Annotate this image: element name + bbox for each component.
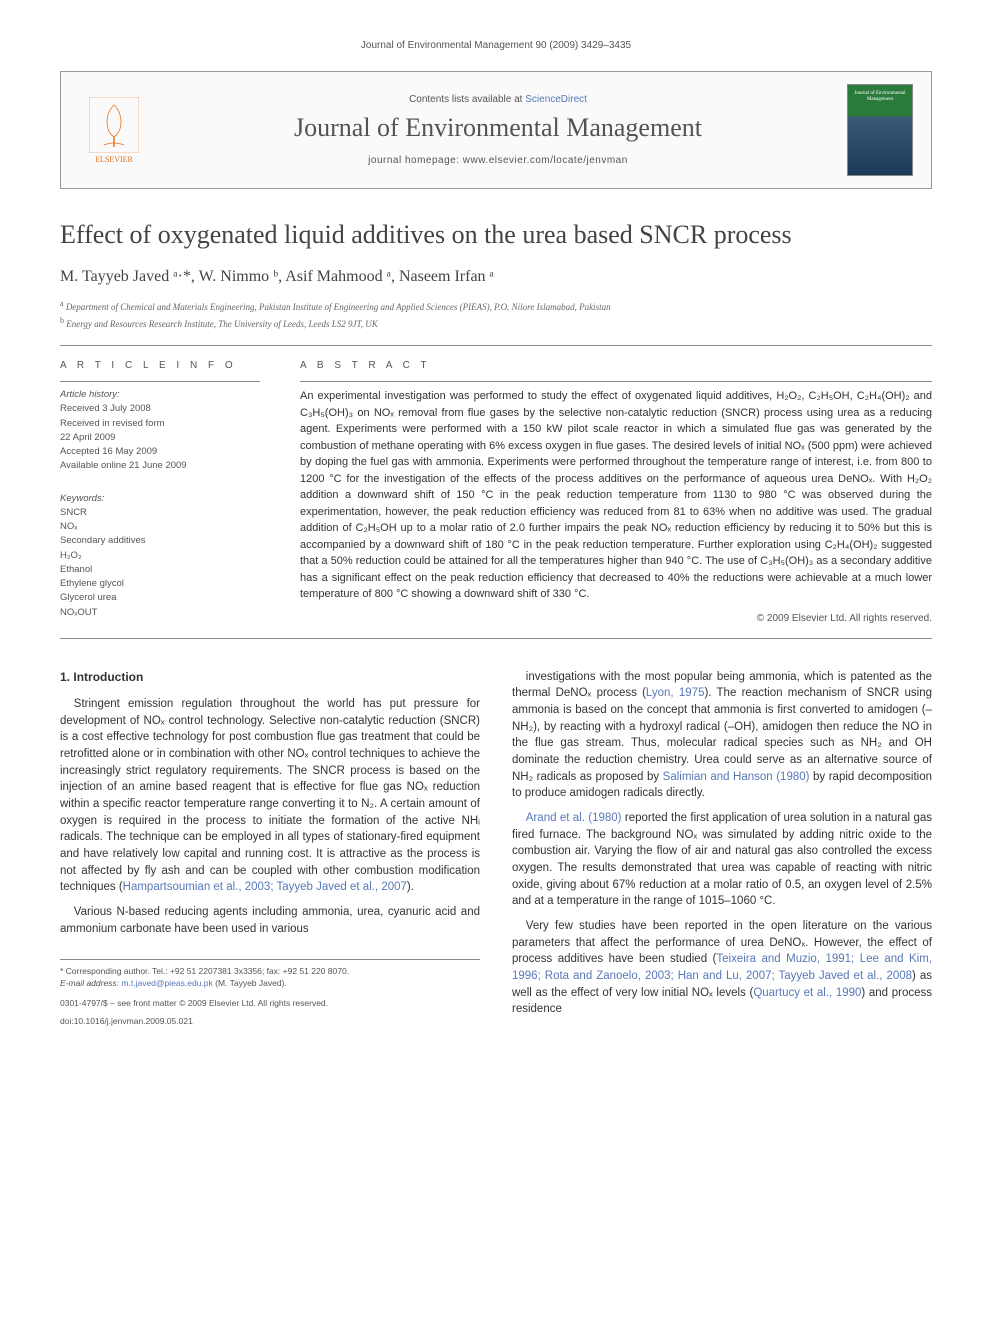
section-heading: 1. Introduction xyxy=(60,669,480,686)
email-person: (M. Tayyeb Javed). xyxy=(213,978,287,988)
abstract-rule xyxy=(300,381,932,382)
keyword: Ethylene glycol xyxy=(60,578,124,589)
keywords-label: Keywords: xyxy=(60,492,260,506)
keyword: Glycerol urea xyxy=(60,592,117,603)
keyword: NOₓ xyxy=(60,521,77,532)
section-title: Introduction xyxy=(73,670,143,684)
header-center: Contents lists available at ScienceDirec… xyxy=(149,94,847,166)
elsevier-wordmark: ELSEVIER xyxy=(95,155,133,164)
history-block: Article history: Received 3 July 2008 Re… xyxy=(60,388,260,474)
cover-text: Journal of Environmental Management xyxy=(848,91,912,102)
abstract-label: A B S T R A C T xyxy=(300,360,932,371)
body-columns: 1. Introduction Stringent emission regul… xyxy=(60,669,932,1028)
abstract: A B S T R A C T An experimental investig… xyxy=(300,360,932,624)
section-number: 1. xyxy=(60,670,70,684)
elsevier-logo: ELSEVIER xyxy=(79,90,149,170)
info-rule xyxy=(60,381,260,382)
body-paragraph: Very few studies have been reported in t… xyxy=(512,918,932,1018)
authors: M. Tayyeb Javed ᵃ·*, W. Nimmo ᵇ, Asif Ma… xyxy=(60,268,932,286)
p2-text: Various N-based reducing agents includin… xyxy=(60,906,480,935)
p4-text: reported the first application of urea s… xyxy=(512,812,932,907)
keyword: NOₓOUT xyxy=(60,607,97,618)
citation-link[interactable]: Hampartsoumian et al., 2003; Tayyeb Jave… xyxy=(123,881,407,893)
article-title: Effect of oxygenated liquid additives on… xyxy=(60,219,932,250)
contents-prefix: Contents lists available at xyxy=(409,94,525,105)
elsevier-tree-icon xyxy=(89,97,139,153)
affiliation-a: Department of Chemical and Materials Eng… xyxy=(66,302,611,312)
history-label: Article history: xyxy=(60,389,120,400)
journal-header: ELSEVIER Contents lists available at Sci… xyxy=(60,71,932,189)
running-head: Journal of Environmental Management 90 (… xyxy=(60,40,932,51)
citation-link[interactable]: Salimian and Hanson (1980) xyxy=(663,771,810,783)
journal-homepage: journal homepage: www.elsevier.com/locat… xyxy=(169,155,827,166)
info-abstract-row: A R T I C L E I N F O Article history: R… xyxy=(60,360,932,624)
keyword: Ethanol xyxy=(60,564,92,575)
history-line: 22 April 2009 xyxy=(60,432,115,443)
history-line: Received 3 July 2008 xyxy=(60,403,151,414)
body-paragraph: Stringent emission regulation throughout… xyxy=(60,696,480,896)
citation-link[interactable]: Quartucy et al., 1990 xyxy=(753,987,861,999)
email-link[interactable]: m.t.javed@pieas.edu.pk xyxy=(121,978,212,988)
sciencedirect-link[interactable]: ScienceDirect xyxy=(525,94,587,105)
journal-cover-thumb: Journal of Environmental Management xyxy=(847,84,913,176)
p1-text: Stringent emission regulation throughout… xyxy=(60,698,480,893)
history-line: Available online 21 June 2009 xyxy=(60,460,187,471)
article-info-label: A R T I C L E I N F O xyxy=(60,360,260,371)
corresponding-author: * Corresponding author. Tel.: +92 51 220… xyxy=(60,966,480,978)
history-line: Received in revised form xyxy=(60,418,165,429)
journal-title: Journal of Environmental Management xyxy=(169,113,827,143)
affiliations: a Department of Chemical and Materials E… xyxy=(60,298,932,331)
email-label: E-mail address: xyxy=(60,978,121,988)
keywords-block: Keywords: SNCR NOₓ Secondary additives H… xyxy=(60,492,260,620)
contents-line: Contents lists available at ScienceDirec… xyxy=(169,94,827,105)
abstract-copyright: © 2009 Elsevier Ltd. All rights reserved… xyxy=(300,613,932,624)
keyword: Secondary additives xyxy=(60,535,146,546)
body-paragraph: Various N-based reducing agents includin… xyxy=(60,904,480,937)
issn-line: 0301-4797/$ – see front matter © 2009 El… xyxy=(60,998,480,1010)
footnotes: * Corresponding author. Tel.: +92 51 220… xyxy=(60,959,480,1028)
citation-link[interactable]: Arand et al. (1980) xyxy=(526,812,622,824)
abstract-text: An experimental investigation was perfor… xyxy=(300,388,932,603)
citation-link[interactable]: Lyon, 1975 xyxy=(646,687,705,699)
history-line: Accepted 16 May 2009 xyxy=(60,446,157,457)
body-paragraph: investigations with the most popular bei… xyxy=(512,669,932,802)
homepage-label: journal homepage: xyxy=(368,155,463,166)
rule-top xyxy=(60,345,932,346)
rule-bottom xyxy=(60,638,932,639)
homepage-url: www.elsevier.com/locate/jenvman xyxy=(463,155,628,166)
doi: doi:10.1016/j.jenvman.2009.05.021 xyxy=(60,1016,480,1028)
keyword: H₂O₂ xyxy=(60,550,82,561)
keyword: SNCR xyxy=(60,507,87,518)
body-paragraph: Arand et al. (1980) reported the first a… xyxy=(512,810,932,910)
page: Journal of Environmental Management 90 (… xyxy=(0,0,992,1068)
p1-tail: ). xyxy=(407,881,414,893)
article-info: A R T I C L E I N F O Article history: R… xyxy=(60,360,260,624)
affiliation-b: Energy and Resources Research Institute,… xyxy=(66,319,378,329)
p3-mid: ). The reaction mechanism of SNCR using … xyxy=(512,687,932,782)
